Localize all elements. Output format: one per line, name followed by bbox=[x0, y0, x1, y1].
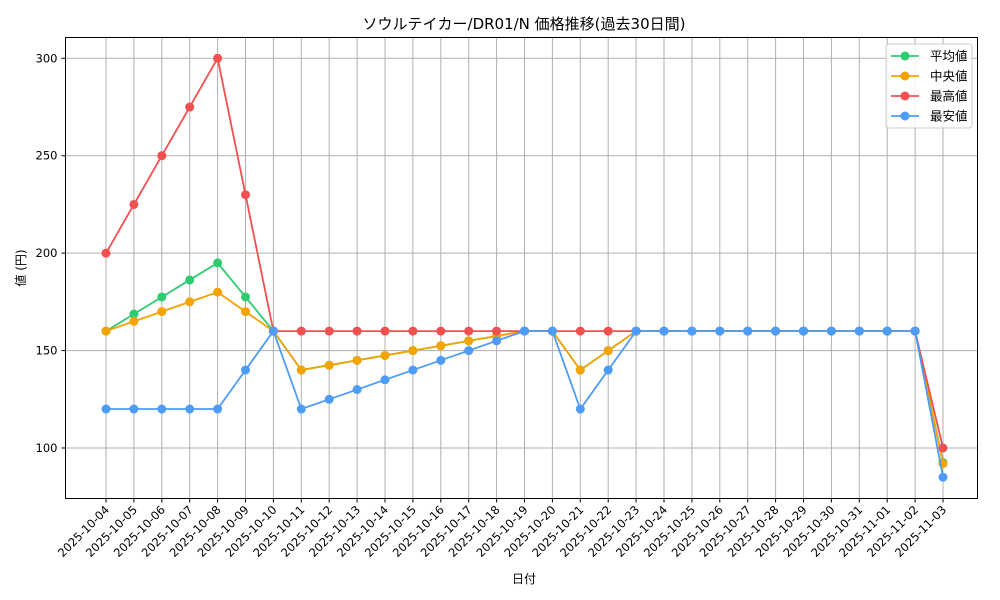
plot-area-frame bbox=[65, 37, 978, 499]
data-point bbox=[213, 258, 223, 268]
data-point bbox=[352, 355, 362, 365]
grid-lines bbox=[65, 37, 978, 499]
data-point bbox=[352, 326, 362, 336]
y-tick-label: 100 bbox=[36, 441, 58, 455]
data-point bbox=[436, 355, 446, 365]
data-point bbox=[380, 375, 390, 385]
data-point bbox=[771, 326, 781, 336]
data-point bbox=[185, 404, 195, 414]
data-point bbox=[631, 326, 641, 336]
data-point bbox=[213, 53, 223, 63]
data-point bbox=[938, 472, 948, 482]
data-point bbox=[101, 248, 111, 258]
data-point bbox=[213, 404, 223, 414]
data-point bbox=[464, 346, 474, 356]
legend-marker-icon bbox=[900, 91, 910, 101]
data-point bbox=[268, 326, 278, 336]
data-point bbox=[436, 326, 446, 336]
data-point bbox=[799, 326, 808, 336]
data-point bbox=[826, 326, 836, 336]
data-point bbox=[687, 326, 697, 336]
data-point bbox=[575, 404, 585, 414]
data-point bbox=[380, 326, 390, 336]
data-point bbox=[324, 326, 334, 336]
data-point bbox=[352, 385, 362, 395]
legend-item: 平均値 bbox=[891, 49, 968, 64]
data-point bbox=[185, 102, 195, 112]
chart-title: ソウルテイカー/DR01/N 価格推移(過去30日間) bbox=[363, 15, 686, 33]
data-point bbox=[101, 404, 111, 414]
data-point bbox=[659, 326, 669, 336]
data-point bbox=[157, 307, 167, 317]
data-point bbox=[464, 326, 474, 336]
data-point bbox=[296, 365, 306, 375]
data-point bbox=[575, 326, 585, 336]
data-point bbox=[241, 307, 250, 317]
data-point bbox=[101, 326, 111, 336]
y-tick-label: 200 bbox=[36, 246, 58, 260]
data-point bbox=[910, 326, 920, 336]
data-point bbox=[715, 326, 725, 336]
data-point bbox=[324, 360, 334, 370]
data-point bbox=[603, 346, 613, 356]
data-point bbox=[296, 404, 306, 414]
data-point bbox=[492, 326, 502, 336]
data-point bbox=[743, 326, 753, 336]
data-point bbox=[575, 365, 585, 375]
y-tick-label: 250 bbox=[36, 149, 58, 163]
data-point bbox=[185, 275, 195, 285]
data-point bbox=[324, 394, 334, 404]
y-axis-label: 値 (円) bbox=[13, 249, 28, 286]
data-point bbox=[241, 365, 250, 375]
data-point bbox=[603, 365, 613, 375]
x-axis: 2025-10-042025-10-052025-10-062025-10-07… bbox=[55, 498, 949, 560]
data-point bbox=[157, 292, 167, 302]
data-series bbox=[101, 53, 948, 482]
data-point bbox=[882, 326, 892, 336]
legend-item: 最安値 bbox=[891, 109, 968, 124]
data-point bbox=[129, 316, 139, 326]
y-tick-label: 300 bbox=[36, 51, 58, 65]
data-point bbox=[520, 326, 529, 336]
legend-item: 中央値 bbox=[891, 69, 968, 84]
legend-label: 最高値 bbox=[930, 89, 968, 104]
legend-label: 中央値 bbox=[930, 69, 968, 84]
y-axis: 100 150 200 250 300 bbox=[36, 51, 66, 455]
legend-marker-icon bbox=[900, 71, 910, 81]
data-point bbox=[296, 326, 306, 336]
legend-item: 最高値 bbox=[891, 89, 968, 104]
data-point bbox=[547, 326, 557, 336]
legend-marker-icon bbox=[900, 111, 910, 121]
data-point bbox=[185, 297, 195, 307]
data-point bbox=[408, 346, 418, 356]
data-point bbox=[464, 336, 474, 346]
legend-label: 平均値 bbox=[930, 49, 968, 64]
series-line bbox=[101, 326, 948, 482]
data-point bbox=[854, 326, 864, 336]
legend-box bbox=[885, 43, 973, 129]
legend-marker-icon bbox=[900, 51, 910, 61]
data-point bbox=[408, 365, 418, 375]
data-point bbox=[157, 151, 167, 161]
data-point bbox=[129, 309, 139, 319]
data-point bbox=[380, 350, 390, 360]
data-point bbox=[436, 341, 446, 351]
data-point bbox=[129, 404, 139, 414]
data-point bbox=[241, 292, 250, 302]
data-point bbox=[213, 287, 223, 297]
data-point bbox=[492, 336, 502, 346]
data-point bbox=[129, 199, 139, 209]
data-point bbox=[938, 443, 948, 453]
data-point bbox=[241, 190, 250, 200]
data-point bbox=[157, 404, 167, 414]
y-tick-label: 150 bbox=[36, 344, 58, 358]
data-point bbox=[408, 326, 418, 336]
x-axis-label: 日付 bbox=[512, 572, 536, 586]
data-point bbox=[603, 326, 613, 336]
legend-label: 最安値 bbox=[930, 109, 968, 124]
